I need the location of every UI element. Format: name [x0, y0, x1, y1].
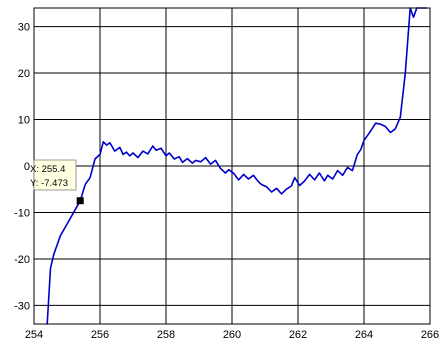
grid	[33, 8, 431, 324]
y-tick-label: 10	[18, 115, 30, 127]
x-tick-label: 266	[421, 329, 439, 341]
datatip[interactable]: X: 255.4 Y: -7.473	[30, 159, 77, 191]
x-tick-label: 254	[25, 329, 43, 341]
datatip-box	[33, 159, 77, 191]
x-tick-label: 256	[91, 329, 109, 341]
tick-labels: 254 256 258 260 262 264 266 -30 -20 -10 0 10 20 30	[14, 22, 439, 341]
x-tick-label: 258	[157, 329, 175, 341]
y-tick-label: 0	[24, 161, 30, 173]
x-tick-label: 264	[355, 329, 373, 341]
x-tick-label: 262	[289, 329, 307, 341]
x-tick-label: 260	[223, 329, 241, 341]
y-tick-label: -20	[14, 254, 30, 266]
series-line-0	[46, 7, 428, 325]
y-tick-label: -30	[14, 300, 30, 312]
y-tick-label: 30	[18, 22, 30, 34]
series-layer	[46, 7, 428, 325]
datatip-x: X: 255.4	[30, 164, 65, 175]
marker-layer	[76, 197, 84, 205]
y-tick-label: 20	[18, 68, 30, 80]
datatip-marker[interactable]	[76, 197, 84, 205]
y-tick-label: -10	[14, 207, 30, 219]
datatip-y: Y: -7.473	[30, 178, 68, 189]
